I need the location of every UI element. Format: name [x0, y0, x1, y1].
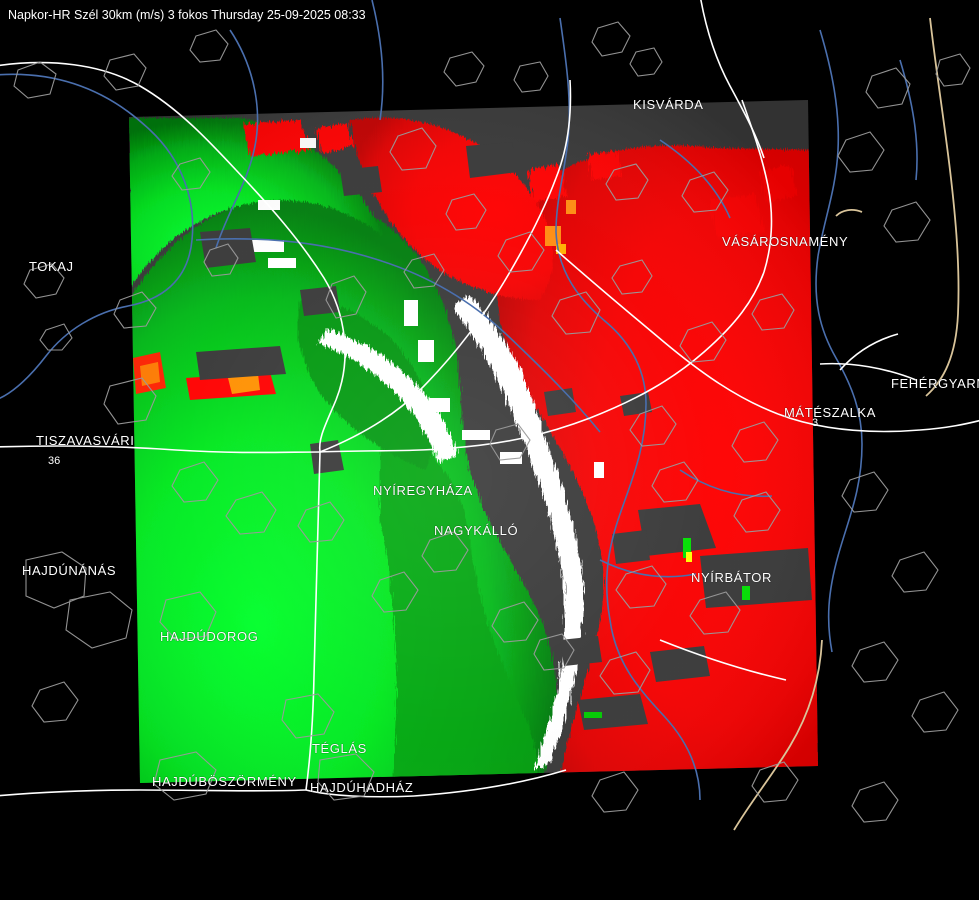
rivers-layer	[0, 0, 918, 801]
road-number: 36	[48, 455, 61, 467]
settlement-outlines-layer	[13, 21, 971, 823]
road-number: 3	[812, 417, 819, 429]
legend-bar: LMAZÚJVÁR Napkor-HR Wind m/s -64-42-40-3…	[0, 838, 979, 900]
country-border-layer	[733, 17, 960, 831]
product-title: Napkor-HR Szél 30km (m/s) 3 fokos Thursd…	[8, 8, 366, 22]
radar-map-svg	[0, 0, 979, 831]
radar-streak-overlay	[129, 100, 818, 783]
roads-layer	[0, 0, 979, 798]
radar-data-tile	[129, 100, 818, 783]
radar-map-canvas[interactable]: Napkor-HR Szél 30km (m/s) 3 fokos Thursd…	[0, 0, 979, 838]
